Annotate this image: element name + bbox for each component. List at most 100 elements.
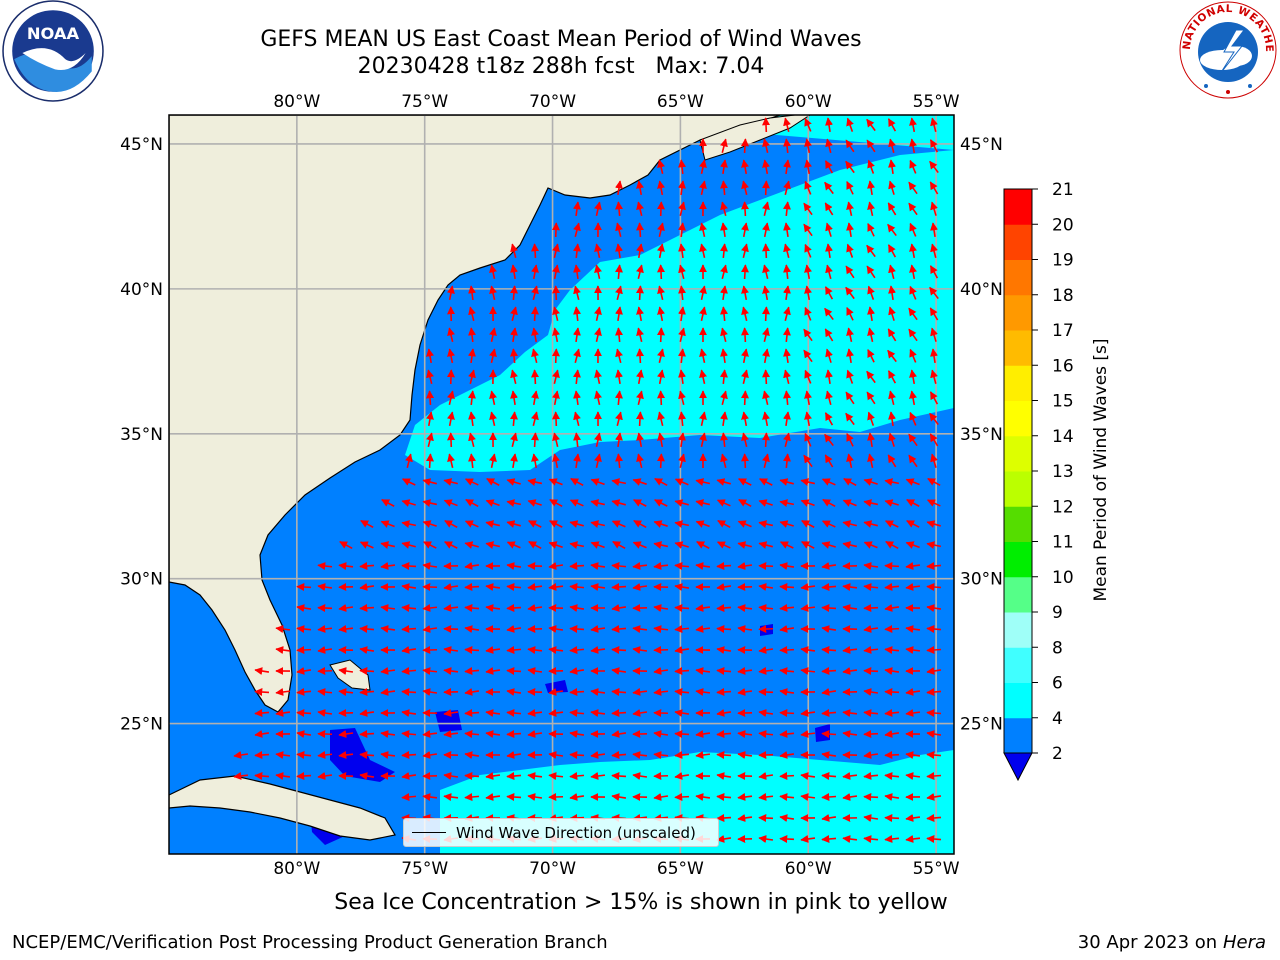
wave-direction-arrow (804, 117, 812, 132)
colorbar-tick-label: 11 (1052, 533, 1074, 553)
wave-direction-arrow (783, 117, 791, 132)
wave-direction-arrow (447, 348, 455, 364)
lat-label-left: 35°N (120, 425, 163, 445)
wave-direction-arrow (489, 285, 497, 301)
wave-direction-arrow (846, 201, 854, 217)
wave-direction-arrow (824, 328, 834, 342)
wave-direction-arrow (783, 159, 791, 175)
wave-direction-arrow (527, 709, 543, 717)
wave-direction-arrow (489, 390, 497, 406)
wave-direction-arrow (842, 772, 858, 780)
wave-direction-arrow (338, 562, 354, 570)
wave-direction-arrow (380, 751, 396, 759)
lat-label-right: 40°N (960, 280, 1003, 300)
wave-direction-arrow (804, 180, 812, 195)
wave-direction-arrow (548, 751, 564, 759)
wave-direction-arrow (657, 264, 666, 280)
wave-direction-arrow (846, 222, 854, 238)
map-legend: Wind Wave Direction (unscaled) (403, 818, 719, 847)
wave-direction-arrow (510, 432, 518, 447)
wave-direction-arrow (779, 835, 795, 844)
wave-direction-arrow (552, 369, 560, 384)
wave-direction-arrow (569, 687, 585, 696)
wave-direction-arrow (569, 625, 585, 634)
wave-direction-arrow (926, 645, 942, 654)
wave-direction-arrow (884, 646, 900, 655)
wave-direction-arrow (506, 645, 522, 654)
wave-direction-arrow (783, 180, 791, 195)
wave-direction-arrow (738, 478, 752, 486)
wave-direction-arrow (717, 519, 731, 529)
wave-direction-arrow (866, 118, 876, 132)
wave-direction-arrow (846, 306, 854, 321)
wave-direction-arrow (531, 285, 539, 300)
wave-direction-arrow (720, 222, 728, 238)
wave-direction-arrow (762, 264, 770, 279)
wave-direction-arrow (846, 243, 854, 258)
wave-direction-arrow (506, 583, 522, 592)
wave-direction-arrow (590, 751, 606, 759)
wave-direction-arrow (758, 730, 774, 738)
wave-direction-arrow (926, 541, 942, 549)
wave-direction-arrow (909, 117, 917, 133)
wave-direction-arrow (425, 453, 434, 469)
wave-direction-arrow (552, 243, 560, 258)
wave-direction-arrow (594, 453, 602, 469)
wave-direction-arrow (632, 772, 648, 780)
wave-direction-arrow (549, 498, 563, 508)
wave-direction-arrow (720, 327, 728, 342)
wave-direction-arrow (657, 411, 665, 426)
wave-direction-arrow (888, 180, 896, 195)
wave-direction-arrow (779, 541, 794, 549)
wave-direction-arrow (615, 369, 623, 385)
wave-direction-arrow (401, 709, 417, 717)
wave-direction-arrow (359, 646, 375, 654)
wave-direction-arrow (573, 390, 581, 406)
wave-direction-arrow (510, 390, 518, 406)
wave-direction-arrow (339, 540, 353, 550)
colorbar-segment (1004, 506, 1032, 542)
wave-direction-arrow (800, 604, 816, 612)
wave-direction-arrow (426, 369, 434, 384)
wave-direction-arrow (527, 499, 542, 507)
wave-direction-arrow (611, 646, 627, 655)
wave-direction-arrow (422, 604, 438, 612)
wave-direction-arrow (783, 222, 791, 238)
wave-direction-arrow (695, 751, 711, 759)
colorbar-tick-label: 6 (1052, 674, 1063, 694)
colorbar-segment (1004, 612, 1032, 648)
wave-direction-arrow (380, 688, 396, 696)
wave-direction-arrow (674, 750, 690, 759)
colorbar-tick-label: 18 (1052, 286, 1074, 306)
wave-direction-arrow (275, 625, 291, 633)
wave-direction-arrow (759, 478, 773, 486)
wave-direction-arrow (552, 453, 560, 469)
wave-direction-arrow (884, 667, 900, 675)
colorbar-segment (1004, 682, 1032, 719)
wave-direction-arrow (531, 243, 540, 259)
wave-direction-arrow (929, 412, 939, 426)
wave-direction-arrow (615, 222, 623, 237)
wave-direction-arrow (636, 327, 644, 342)
wave-direction-arrow (636, 243, 644, 259)
colorbar-tick-label: 15 (1052, 392, 1074, 412)
wave-direction-arrow (657, 348, 665, 363)
wave-direction-arrow (594, 243, 602, 259)
wave-direction-arrow (506, 793, 522, 802)
wave-direction-arrow (485, 730, 501, 738)
wave-direction-arrow (594, 306, 602, 322)
wave-direction-arrow (506, 603, 522, 612)
wave-direction-arrow (317, 709, 333, 717)
wave-direction-arrow (762, 411, 770, 427)
wave-direction-arrow (552, 306, 560, 321)
colorbar-tick-label: 21 (1052, 180, 1074, 200)
wave-direction-arrow (929, 181, 939, 195)
wave-direction-arrow (464, 478, 479, 486)
wave-direction-arrow (720, 264, 728, 279)
wave-direction-arrow (590, 499, 606, 507)
wave-direction-arrow (590, 562, 606, 570)
wave-direction-arrow (443, 772, 459, 780)
wave-direction-arrow (615, 180, 623, 196)
wave-direction-arrow (611, 730, 627, 738)
wave-direction-arrow (464, 730, 480, 739)
